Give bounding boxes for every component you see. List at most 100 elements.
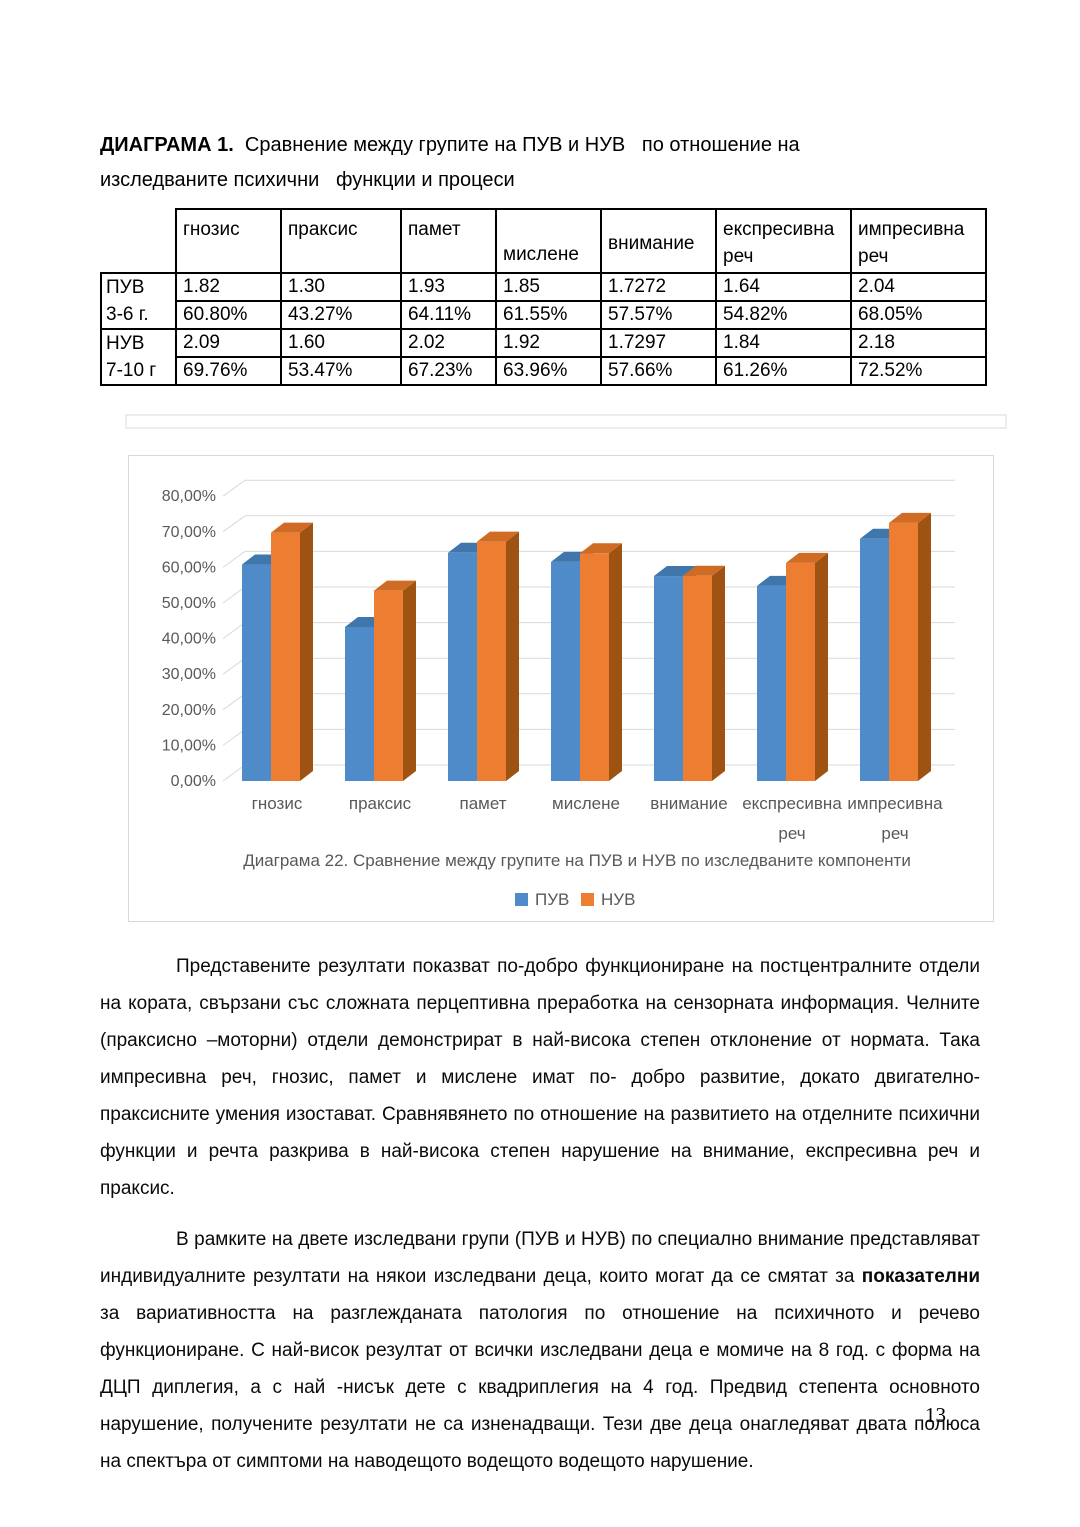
bar-НУВ-6 xyxy=(889,522,918,781)
col-header-vnimanie: внимание xyxy=(600,208,717,274)
cell: 1.30 xyxy=(280,272,402,302)
bar-НУВ-2 xyxy=(477,541,506,781)
bar-ПУВ-3 xyxy=(551,561,580,781)
y-tick-label: 20,00% xyxy=(162,702,216,719)
legend-swatch-ПУВ xyxy=(515,893,528,906)
x-category-label: мислене xyxy=(552,794,620,813)
x-category-label: реч xyxy=(778,824,805,843)
bar-НУВ-3 xyxy=(580,553,609,781)
cell: 53.47% xyxy=(280,356,402,386)
bar-top-НУВ-1 xyxy=(374,580,416,591)
row-label-puv: ПУВ 3-6 г. xyxy=(100,272,177,330)
bar-top-НУВ-2 xyxy=(477,531,519,542)
bar-top-ПУВ-4 xyxy=(654,566,696,577)
bar-side-НУВ-3 xyxy=(609,543,622,781)
cell: 1.84 xyxy=(715,328,852,358)
grid-diagonal xyxy=(222,693,246,711)
bar-side-НУВ-5 xyxy=(815,552,828,781)
legend-label-ПУВ: ПУВ xyxy=(535,890,569,909)
bar-top-НУВ-5 xyxy=(786,552,828,563)
y-tick-label: 70,00% xyxy=(162,524,216,541)
bar-ПУВ-4 xyxy=(654,576,683,781)
cell: 2.18 xyxy=(850,328,987,358)
figure-title-line1: Сравнение между групите на ПУВ и НУВ по … xyxy=(233,134,800,156)
x-category-label: импресивна xyxy=(847,794,943,813)
bar-top-НУВ-6 xyxy=(889,512,931,523)
paragraph-2: В рамките на двете изследвани групи (ПУВ… xyxy=(100,1229,980,1472)
cell: 72.52% xyxy=(850,356,987,386)
cell: 61.55% xyxy=(495,300,602,330)
grid-diagonal xyxy=(222,515,246,533)
cell: 54.82% xyxy=(715,300,852,330)
body-text: Представените резултати показват по-добр… xyxy=(100,948,980,1494)
col-header-ekspresivna-rech: експресивна реч xyxy=(715,208,852,274)
cell: 2.04 xyxy=(850,272,987,302)
row-label-nuv: НУВ 7-10 г xyxy=(100,328,177,386)
page-number: 13 xyxy=(925,1403,946,1427)
grid-diagonal xyxy=(222,550,246,568)
x-category-label: праксис xyxy=(349,794,412,813)
bar-НУВ-0 xyxy=(271,532,300,781)
y-tick-label: 80,00% xyxy=(162,488,216,505)
grid-diagonal xyxy=(222,622,246,640)
col-header-praksis: праксис xyxy=(280,208,402,274)
grid-diagonal xyxy=(222,764,246,782)
cell: 63.96% xyxy=(495,356,602,386)
cell: 1.82 xyxy=(175,272,282,302)
cell: 61.26% xyxy=(715,356,852,386)
cell: 1.7272 xyxy=(600,272,717,302)
bar-НУВ-5 xyxy=(786,562,815,781)
comparison-table: гнозис праксис памет мислене внимание ек… xyxy=(100,208,987,386)
empty-frame xyxy=(125,414,1007,429)
col-header-mislene: мислене xyxy=(495,208,602,274)
legend-label-НУВ: НУВ xyxy=(601,890,635,909)
x-category-label: реч xyxy=(881,824,908,843)
bar-side-НУВ-1 xyxy=(403,580,416,781)
cell: 2.02 xyxy=(400,328,497,358)
cell: 69.76% xyxy=(175,356,282,386)
grid-diagonal xyxy=(222,586,246,604)
y-tick-label: 60,00% xyxy=(162,559,216,576)
cell: 57.57% xyxy=(600,300,717,330)
y-tick-label: 10,00% xyxy=(162,737,216,754)
table-corner-cell xyxy=(101,209,176,273)
bar-НУВ-4 xyxy=(683,575,712,781)
x-category-label: внимание xyxy=(650,794,727,813)
bold-word: показателни xyxy=(861,1266,980,1287)
bar-side-НУВ-2 xyxy=(506,531,519,781)
figure-title-line2: изследваните психични функции и процеси xyxy=(100,169,515,191)
cell: 1.92 xyxy=(495,328,602,358)
bar-side-НУВ-4 xyxy=(712,565,725,781)
bar-side-НУВ-0 xyxy=(300,522,313,781)
bar-ПУВ-0 xyxy=(242,564,271,781)
bar-ПУВ-2 xyxy=(448,552,477,781)
y-tick-label: 30,00% xyxy=(162,666,216,683)
cell: 1.85 xyxy=(495,272,602,302)
cell: 2.09 xyxy=(175,328,282,358)
table-row: 60.80% 43.27% 64.11% 61.55% 57.57% 54.82… xyxy=(101,300,987,330)
table-row: 69.76% 53.47% 67.23% 63.96% 57.66% 61.26… xyxy=(101,356,987,386)
table-row: НУВ 7-10 г 2.09 1.60 2.02 1.92 1.7297 1.… xyxy=(100,328,987,386)
x-category-label: памет xyxy=(459,794,506,813)
cell: 60.80% xyxy=(175,300,282,330)
grid-diagonal xyxy=(222,728,246,746)
col-header-impresivna-rech: импресивна реч xyxy=(850,208,987,274)
bar-ПУВ-5 xyxy=(757,585,786,781)
bar-top-НУВ-3 xyxy=(580,543,622,554)
cell: 43.27% xyxy=(280,300,402,330)
cell: 1.64 xyxy=(715,272,852,302)
x-category-label: експресивна xyxy=(742,794,842,813)
col-header-gnozis: гнозис xyxy=(175,208,282,274)
bar-ПУВ-6 xyxy=(860,538,889,781)
bar-top-НУВ-0 xyxy=(271,522,313,533)
bar-НУВ-1 xyxy=(374,590,403,781)
cell: 67.23% xyxy=(400,356,497,386)
table-row: ПУВ 3-6 г. 1.82 1.30 1.93 1.85 1.7272 1.… xyxy=(100,272,987,330)
figure-title: ДИАГРАМА 1. Сравнение между групите на П… xyxy=(100,128,900,198)
chart-caption: Диаграма 22. Сравнение между групите на … xyxy=(243,851,911,870)
cell: 1.93 xyxy=(400,272,497,302)
bar-ПУВ-1 xyxy=(345,626,374,781)
grid-diagonal xyxy=(222,657,246,675)
chart-frame: 0,00% 10,00% 20,00% 30,00% 40,00% 50,00% 60,00… xyxy=(128,455,994,922)
